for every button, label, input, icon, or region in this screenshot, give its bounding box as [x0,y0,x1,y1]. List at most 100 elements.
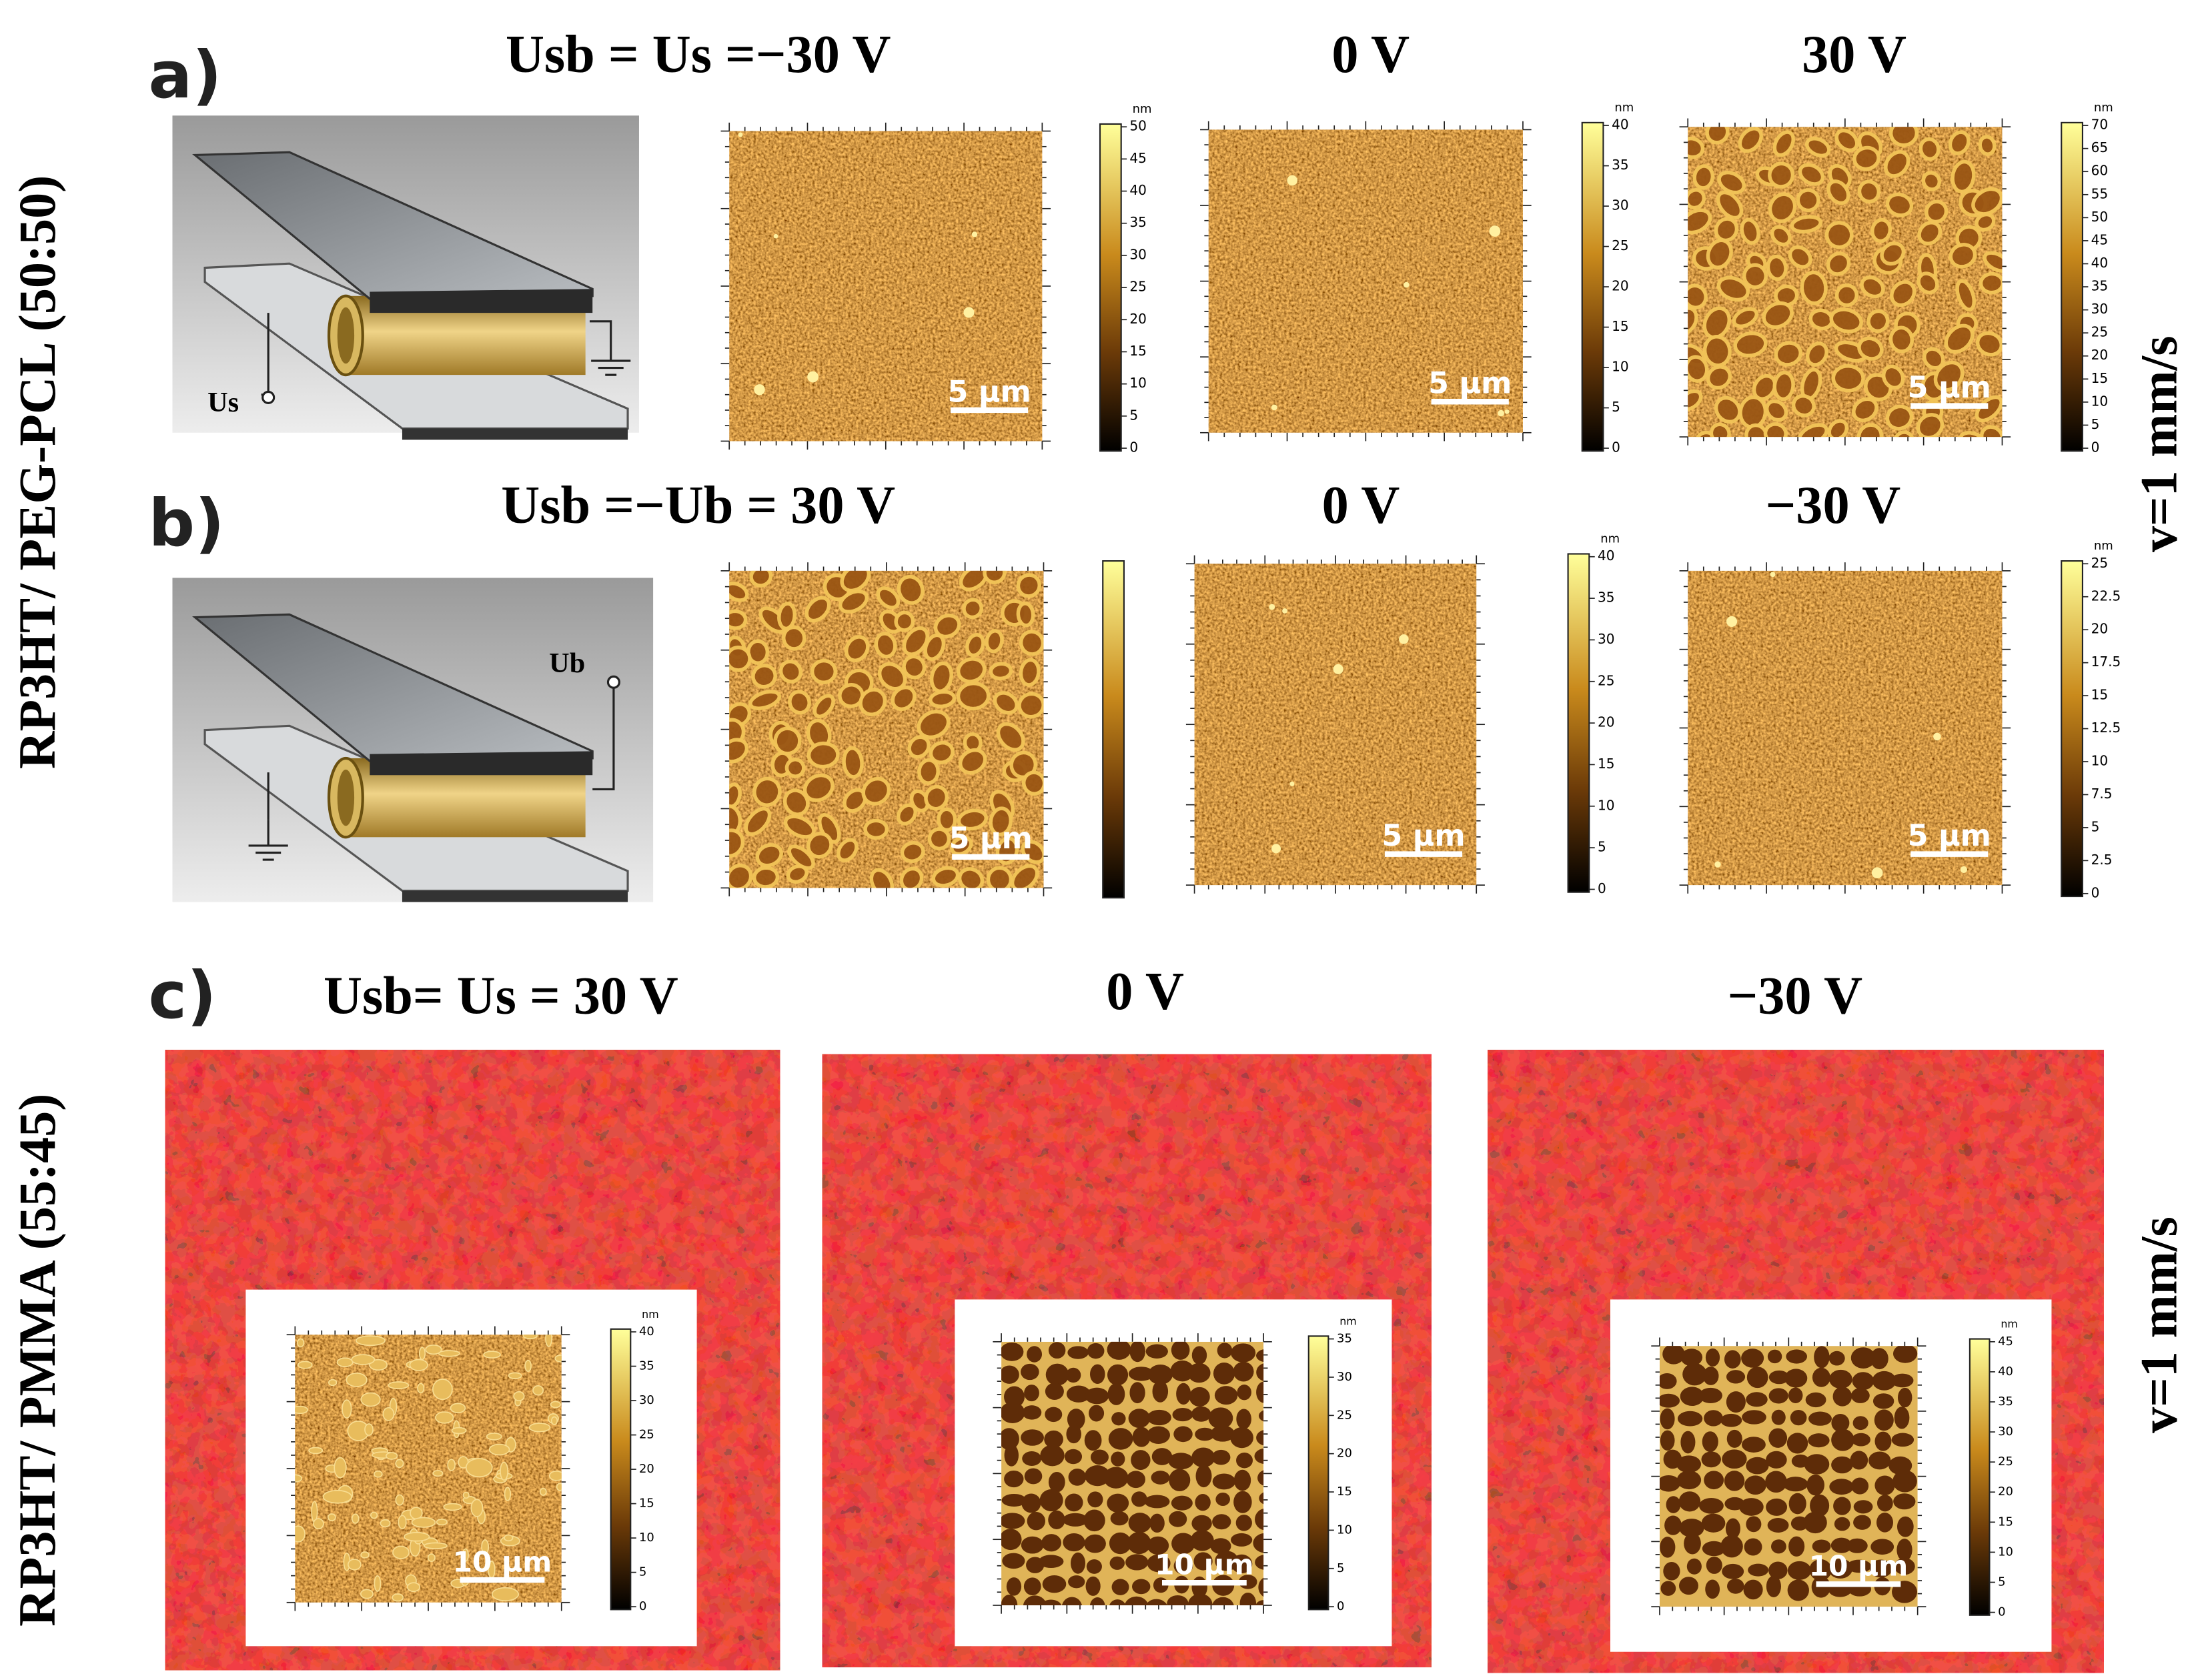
droplet [298,1361,313,1369]
domain [1880,241,1906,266]
domain [927,827,951,851]
particle [1504,409,1510,414]
colorbar-tick-label: 50 [1129,118,1147,134]
domain [1831,1456,1853,1474]
domain [1722,1449,1747,1469]
domain [1068,1575,1085,1589]
domain [1704,1410,1723,1427]
domain [1233,1361,1254,1382]
domain [1853,1515,1871,1530]
droplet [392,1593,404,1602]
domain [1660,1408,1675,1430]
domain [1739,1498,1764,1516]
domain [1766,1451,1787,1469]
domain [1827,419,1849,438]
domain [1236,1453,1253,1469]
domain [1714,395,1742,424]
domain [1048,1471,1065,1493]
domain [1881,364,1905,390]
domain [1868,1451,1891,1470]
droplet [346,1373,368,1387]
domain [1851,1433,1870,1447]
domain [1171,1495,1193,1511]
domain [1111,1412,1126,1426]
domain [1171,1533,1195,1555]
colorbar-tick-label: 25 [1129,279,1147,295]
domain [1744,1475,1766,1495]
domain [1089,1364,1105,1385]
domain [1195,1427,1215,1441]
domain [1832,1387,1852,1407]
domain [859,688,887,717]
domain [1983,251,2003,273]
domain [1001,1493,1027,1507]
particle [1498,409,1504,417]
bottom-plate-edge [402,890,628,902]
side-label: RP3HT/ PMMA (55:45) [8,1094,66,1627]
domain [900,841,925,863]
colorbar-tick-label: 0 [639,1599,646,1613]
domain [1726,1391,1746,1413]
domain [1772,130,1796,157]
domain [1833,1497,1851,1515]
domain [1131,1450,1151,1471]
domain [1828,1559,1853,1579]
colorbar-unit: nm [2001,1318,2017,1331]
domain [1230,1427,1253,1449]
domain [778,659,802,684]
droplet [351,1513,360,1524]
domain [1766,254,1788,281]
domain [1888,127,1919,147]
domain [1021,1536,1044,1554]
domain [1790,215,1822,234]
domain [923,633,946,661]
domain [1846,1559,1872,1573]
colorbar-tick-label: 20 [1598,714,1615,730]
domain [1016,573,1042,598]
domain [1885,192,1914,217]
domain [1705,1348,1720,1367]
domain [1796,188,1820,213]
afm-texture [1194,564,1477,886]
colorbar-tick-label: 35 [2091,278,2109,294]
domain [1872,1393,1894,1409]
droplet [508,1372,522,1379]
domain [1666,1496,1681,1513]
domain [1894,1558,1915,1575]
domain [1688,306,1698,335]
schematic: Ub [172,578,654,902]
colorbar-tick-label: 35 [1612,157,1629,173]
domain [1767,1518,1789,1533]
droplet [374,1470,383,1478]
colorbar [1581,121,1604,452]
droplet [398,1515,407,1530]
colorbar-tick-label: 25 [1612,237,1629,253]
droplet [447,1459,456,1471]
domain [1704,1471,1724,1490]
colorbar-tick-label: 40 [1612,117,1629,133]
domain [1688,188,1706,210]
domain [1010,864,1039,888]
colorbar-tick-label: 30 [1337,1370,1352,1384]
droplet [550,1401,561,1409]
domain [755,843,783,868]
colorbar-tick-label: 15 [1598,756,1615,772]
particle [1289,781,1295,786]
domain [929,740,955,764]
domain [1678,1491,1701,1512]
colorbar [1099,123,1122,452]
particle [1271,844,1281,854]
domain [1173,1426,1193,1443]
domain [1108,1428,1133,1450]
droplet [295,1474,303,1483]
domain [1677,1411,1703,1427]
domain [1978,135,1997,156]
droplet [360,1589,374,1599]
domain [1788,1493,1806,1515]
colorbar-tick-label: 45 [1998,1335,2013,1349]
domain [1084,1430,1102,1451]
afm-texture [729,131,1043,442]
domain [1743,1579,1763,1600]
domain [1852,145,1880,171]
domain [1921,171,1942,191]
